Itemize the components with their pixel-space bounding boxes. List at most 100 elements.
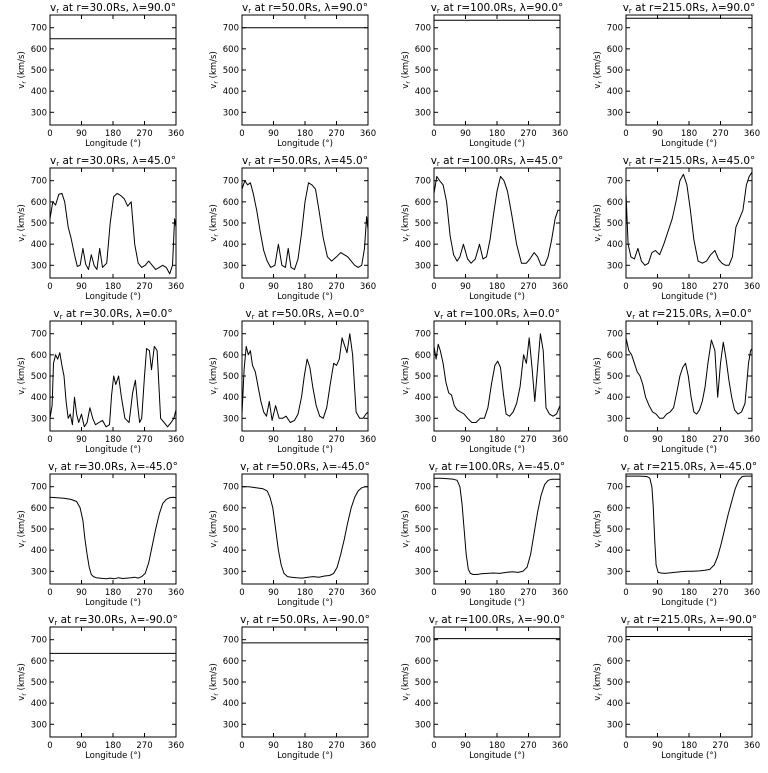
plot-frame [433,473,561,585]
y-axis-label: vr (km/s) [593,204,604,242]
x-tick-label: 90 [268,129,279,139]
chart-title-sub: r [56,160,59,168]
x-tick-label: 270 [136,435,152,445]
y-tick-label: 300 [607,567,623,577]
chart-title-main: v [626,308,632,320]
x-tick-label: 360 [360,282,376,292]
x-tick-label: 360 [744,282,760,292]
x-tick-label: 90 [652,588,663,598]
series-line [626,475,752,574]
x-tick-label: 0 [623,435,628,445]
x-axis-label: Longitude (°) [85,292,141,302]
chart-panel: vr at r=100.0Rs, λ=90.0°0 90 180 270 3603004… [401,2,568,149]
chart-title: vr at r=30.0Rs, λ=90.0° [50,2,176,15]
y-tick-label: 700 [415,330,431,340]
y-tick-label: 500 [31,525,47,535]
y-axis-label-sub: r [20,387,28,390]
chart-title-main: v [431,2,437,14]
y-tick-label: 400 [31,240,47,250]
y-axis-label-unit: (km/s) [401,357,411,387]
x-axis-label: Longitude (°) [469,292,525,302]
chart-title: vr at r=215.0Rs, λ=-45.0° [621,461,757,474]
y-tick-label: 500 [415,372,431,382]
chart-title-main: v [50,155,56,167]
y-axis-label-unit: (km/s) [401,663,411,693]
chart-title-sub: r [435,619,438,627]
chart-title: vr at r=100.0Rs, λ=-45.0° [429,461,565,474]
y-axis-label-sub: r [596,387,604,390]
x-tick-label: 270 [136,741,152,751]
y-tick-label: 400 [223,546,239,556]
chart-title-rest: at r=100.0Rs, λ=45.0° [440,155,563,167]
chart-title-sub: r [60,313,63,321]
chart-title-sub: r [629,160,632,168]
y-tick-label: 500 [31,678,47,688]
chart-title: vr at r=215.0Rs, λ=45.0° [623,155,756,168]
chart-title: vr at r=50.0Rs, λ=0.0° [245,308,364,321]
x-tick-label: 360 [360,588,376,598]
y-tick-label: 500 [607,525,623,535]
plot-frame [49,626,177,738]
x-tick-label: 360 [168,588,184,598]
y-axis-label: vr (km/s) [593,357,604,395]
y-tick-label: 600 [223,45,239,55]
y-tick-label: 300 [31,567,47,577]
x-tick-label: 0 [239,741,244,751]
y-axis-label-sub: r [404,81,412,84]
y-axis-label-sub: r [596,81,604,84]
chart-title-main: v [623,2,629,14]
y-tick-label: 400 [607,393,623,403]
series-line [241,333,369,423]
y-tick-label: 700 [415,483,431,493]
y-tick-label: 400 [415,393,431,403]
x-tick-label: 180 [105,129,121,139]
y-axis-label: vr (km/s) [17,357,28,395]
x-tick-label: 0 [239,588,244,598]
chart-title: vr at r=100.0Rs, λ=45.0° [431,155,564,168]
x-tick-label: 90 [652,282,663,292]
x-tick-label: 0 [431,588,436,598]
y-axis-label: vr (km/s) [401,663,412,701]
x-tick-label: 0 [431,282,436,292]
chart-panel: vr at r=215.0Rs, λ=0.0°0 90 180 270 36030040… [593,308,760,455]
x-tick-label: 180 [489,129,505,139]
chart-title-rest: at r=50.0Rs, λ=-90.0° [249,614,370,626]
chart-panel: vr at r=50.0Rs, λ=-90.0°0 90 180 270 3603004… [209,614,376,761]
plot-frame [625,473,753,585]
x-tick-label: 270 [712,129,728,139]
x-tick-label: 270 [328,129,344,139]
x-tick-label: 270 [712,741,728,751]
y-tick-label: 500 [607,372,623,382]
y-tick-label: 400 [31,87,47,97]
y-axis-label-main: v [593,696,603,701]
y-tick-label: 500 [31,219,47,229]
y-tick-label: 600 [223,198,239,208]
y-axis-label: vr (km/s) [593,51,604,89]
x-tick-label: 0 [239,435,244,445]
series-line [242,486,368,579]
x-tick-label: 180 [489,741,505,751]
x-tick-label: 270 [520,435,536,445]
x-tick-label: 90 [268,588,279,598]
y-axis-label-main: v [17,696,27,701]
y-tick-label: 500 [415,66,431,76]
series-line [434,477,560,575]
chart-panel: vr at r=50.0Rs, λ=-45.0°0 90 180 270 3603004… [209,461,376,608]
y-axis-label-unit: (km/s) [209,663,219,693]
plot-frame [241,14,369,126]
y-tick-label: 400 [223,393,239,403]
chart-title-main: v [242,155,248,167]
x-axis-label: Longitude (°) [661,292,717,302]
x-tick-label: 90 [652,129,663,139]
y-tick-label: 300 [415,720,431,730]
chart-title-rest: at r=215.0Rs, λ=45.0° [632,155,755,167]
chart-title: vr at r=30.0Rs, λ=-45.0° [48,461,178,474]
y-tick-label: 500 [415,678,431,688]
x-tick-label: 180 [297,588,313,598]
x-tick-label: 90 [76,435,87,445]
x-tick-label: 180 [105,588,121,598]
chart-title: vr at r=50.0Rs, λ=-90.0° [240,614,370,627]
y-tick-label: 300 [415,567,431,577]
y-tick-label: 300 [607,414,623,424]
y-tick-label: 600 [31,504,47,514]
